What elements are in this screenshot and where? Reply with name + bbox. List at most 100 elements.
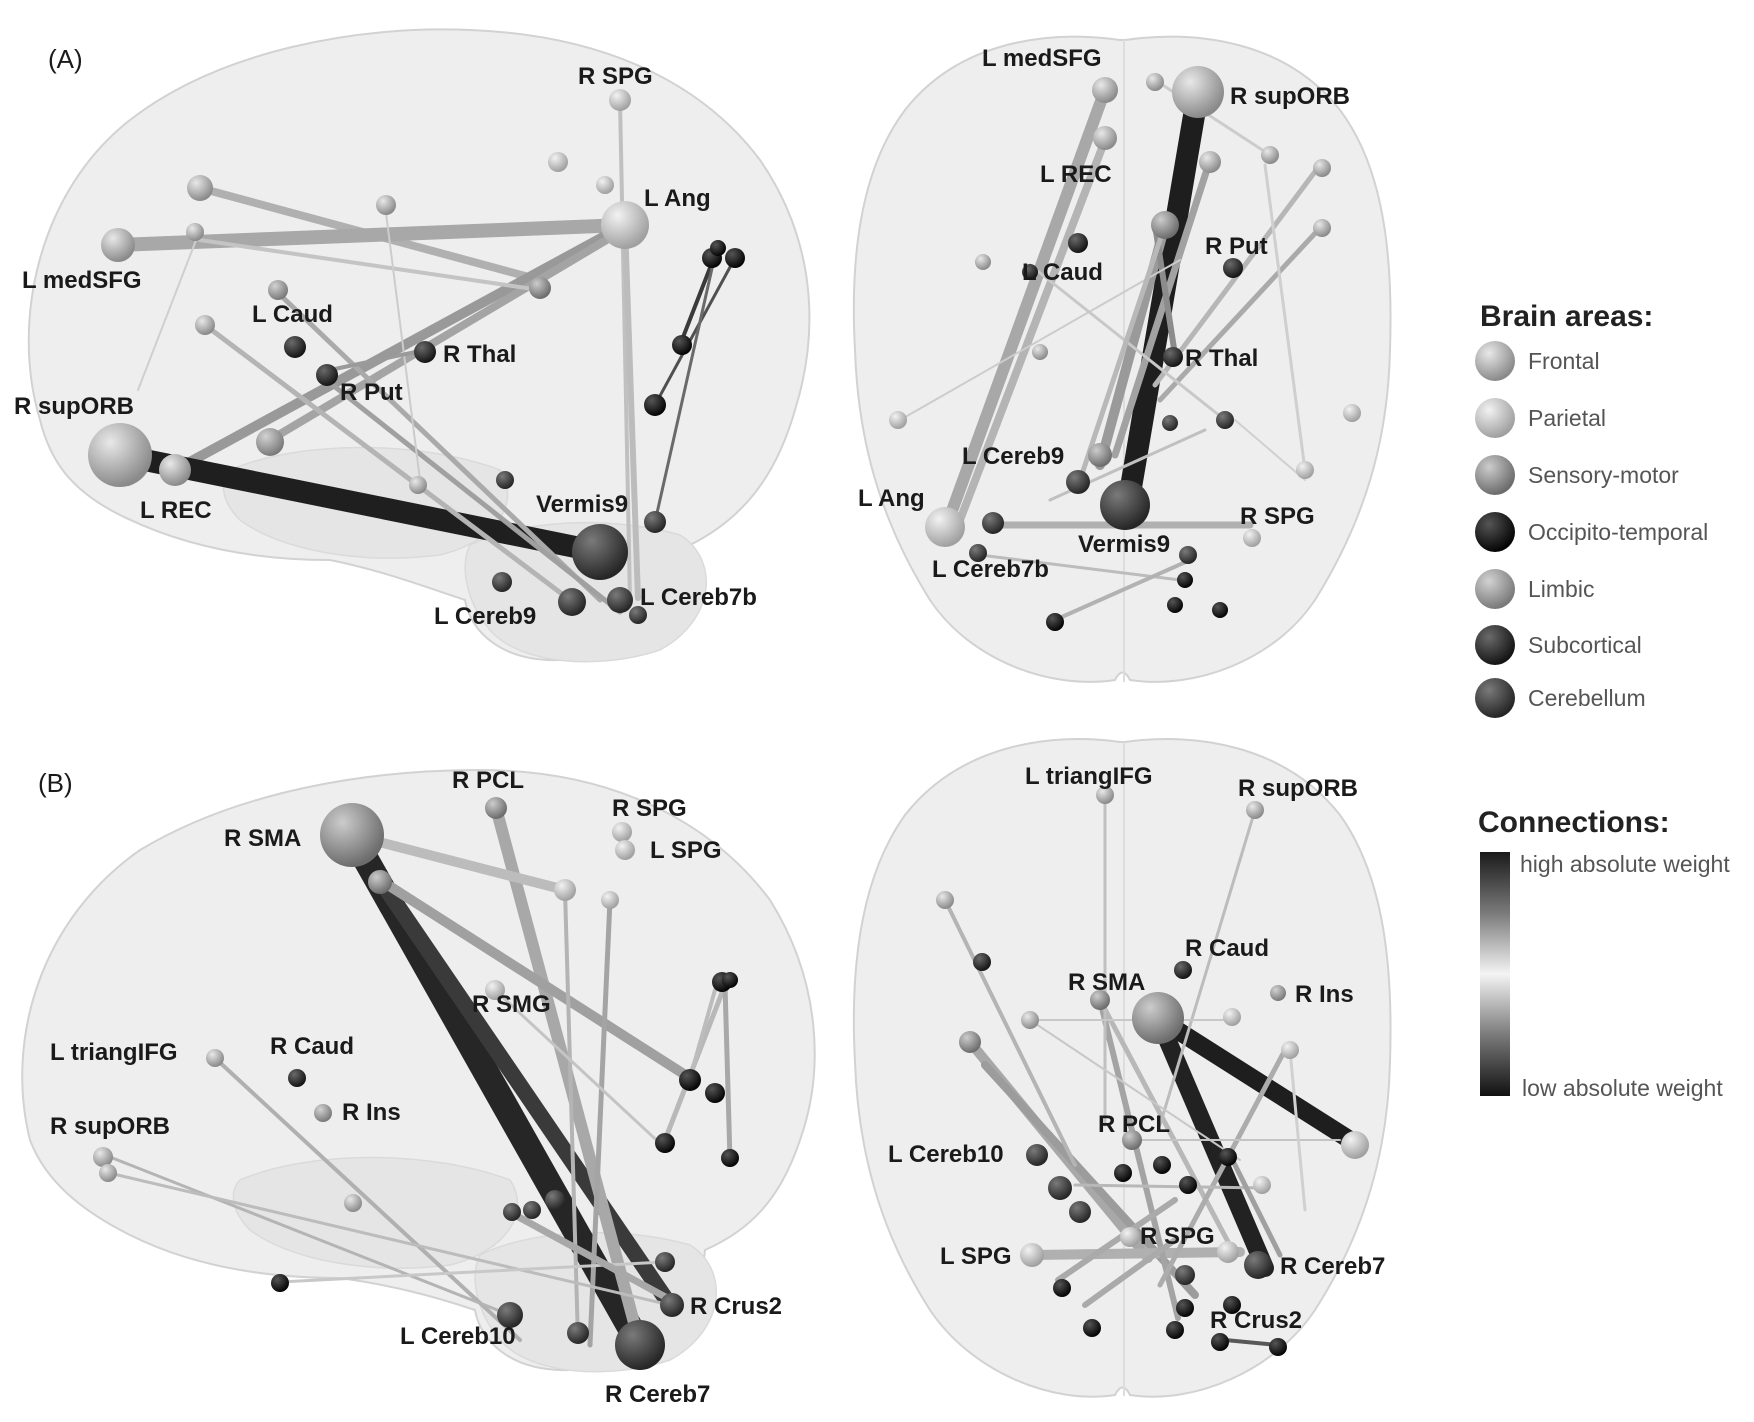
node-occipito-temporal bbox=[672, 335, 692, 355]
node-cerebellum bbox=[655, 1252, 675, 1272]
node-occipito-temporal bbox=[722, 972, 738, 988]
connection-line bbox=[1234, 419, 1306, 481]
connection-line bbox=[587, 897, 613, 1348]
node-label: R Crus2 bbox=[690, 1293, 782, 1320]
connection-line bbox=[1073, 1183, 1267, 1190]
node-r-ins bbox=[314, 1104, 332, 1122]
connection-line bbox=[1077, 222, 1168, 483]
node-label: L SPG bbox=[940, 1243, 1012, 1270]
node-label: R Caud bbox=[270, 1033, 354, 1060]
node-label: L Cereb10 bbox=[400, 1323, 516, 1350]
legend-item-label: Parietal bbox=[1528, 405, 1606, 431]
node-subcortical bbox=[1068, 233, 1088, 253]
connection-line bbox=[622, 222, 641, 601]
node-l-spg bbox=[1020, 1243, 1044, 1267]
node-label: L Cereb9 bbox=[434, 603, 536, 630]
node-label: R Cereb7 bbox=[605, 1381, 710, 1408]
node-label: Vermis9 bbox=[1078, 531, 1170, 558]
node-frontal bbox=[1199, 151, 1221, 173]
node-cerebellum bbox=[523, 1201, 541, 1219]
node-r-ins bbox=[1270, 985, 1286, 1001]
node-frontal bbox=[376, 195, 396, 215]
node-sensory-motor bbox=[368, 870, 392, 894]
node-cerebellum bbox=[496, 471, 514, 489]
node-r-smg bbox=[485, 980, 505, 1000]
node-label: L triangIFG bbox=[50, 1039, 178, 1066]
node-cerebellum bbox=[982, 512, 1004, 534]
connection-line bbox=[347, 830, 570, 895]
node-label: L medSFG bbox=[22, 267, 142, 294]
labels-axial-b: L triangIFG R supORB R Caud R SMA R Ins … bbox=[888, 763, 1385, 1334]
connection-line bbox=[1157, 1047, 1288, 1288]
node-r-pcl bbox=[485, 797, 507, 819]
node-r-spg bbox=[1120, 1227, 1140, 1247]
connection-line bbox=[722, 982, 733, 1163]
connection-line bbox=[511, 1211, 684, 1309]
node-r-sma-left bbox=[1090, 990, 1110, 1010]
node-label: L Caud bbox=[252, 301, 333, 328]
legend-item-label: Subcortical bbox=[1528, 632, 1642, 658]
node-r-pcl bbox=[1122, 1130, 1142, 1150]
connection-line bbox=[943, 898, 1077, 1167]
connection-line bbox=[1029, 1019, 1241, 1161]
node-label: R Thal bbox=[1185, 345, 1258, 372]
panel-a: (A) bbox=[14, 28, 1392, 683]
node-r-spg bbox=[609, 89, 631, 111]
node-vermis9 bbox=[1100, 480, 1150, 530]
legend-item-frontal: Frontal bbox=[1475, 341, 1600, 381]
node-label: R SPG bbox=[1140, 1223, 1215, 1250]
node-label: Vermis9 bbox=[536, 491, 628, 518]
node-l-triangifg bbox=[206, 1049, 224, 1067]
connection-line bbox=[375, 875, 695, 1083]
connection-line bbox=[653, 253, 717, 524]
node-limbic bbox=[268, 280, 288, 300]
connection-line bbox=[1097, 997, 1238, 1258]
connection-line bbox=[490, 802, 646, 1351]
colorbar-low-label: low absolute weight bbox=[1522, 1075, 1723, 1101]
node-label: R supORB bbox=[14, 393, 134, 420]
node-label: R Ins bbox=[342, 1099, 401, 1126]
node-label: R PCL bbox=[1098, 1111, 1170, 1138]
node-parietal bbox=[1341, 1131, 1369, 1159]
connection-line bbox=[1053, 558, 1192, 622]
node-occipito-temporal bbox=[1167, 597, 1183, 613]
temporal-lobe-outline-sagittal-b bbox=[232, 1156, 519, 1269]
node-occipito-temporal bbox=[1176, 1299, 1194, 1317]
connection-line bbox=[493, 988, 667, 1150]
connection-line bbox=[1288, 1048, 1307, 1212]
node-occipito-temporal bbox=[1177, 572, 1193, 588]
panel-b-label: (B) bbox=[38, 768, 73, 798]
node-label: L Cereb7b bbox=[640, 584, 757, 611]
node-r-cereb7 bbox=[615, 1320, 665, 1370]
node-occipito-temporal bbox=[1153, 1156, 1171, 1174]
node-l-cereb7b bbox=[969, 544, 987, 562]
legend-areas-title: Brain areas: bbox=[1480, 300, 1653, 333]
node-l-triangifg bbox=[1096, 786, 1114, 804]
connections-sagittal-b bbox=[103, 802, 733, 1358]
node-parietal bbox=[1343, 404, 1361, 422]
legend-item-parietal: Parietal bbox=[1475, 398, 1606, 438]
node-r-sma bbox=[320, 803, 384, 867]
connection-line bbox=[202, 322, 573, 603]
node-sensory-motor bbox=[959, 1031, 981, 1053]
node-occipito-temporal bbox=[1179, 1176, 1197, 1194]
node-cerebellum bbox=[1069, 1201, 1091, 1223]
legend-item-label: Sensory-motor bbox=[1528, 462, 1679, 488]
node-label: R Ins bbox=[1295, 981, 1354, 1008]
node-vermis9 bbox=[572, 524, 628, 580]
panel-a-axial-view: L medSFG R supORB L REC R Put L Caud R T… bbox=[852, 35, 1392, 683]
node-occipito-temporal bbox=[721, 1149, 739, 1167]
node-label: R Put bbox=[340, 379, 403, 406]
node-frontal bbox=[344, 1194, 362, 1212]
node-r-suporb bbox=[93, 1147, 113, 1167]
node-frontal bbox=[195, 315, 215, 335]
connection-line bbox=[317, 372, 623, 615]
legend-item-occipito-temporal: Occipito-temporal bbox=[1475, 512, 1708, 552]
connection-line bbox=[1157, 225, 1323, 403]
node-occipito-temporal bbox=[1269, 1338, 1287, 1356]
node-label: R supORB bbox=[1230, 83, 1350, 110]
node-label: L REC bbox=[140, 497, 212, 524]
parietal-swatch bbox=[1475, 398, 1515, 438]
node-occipito-temporal bbox=[1212, 602, 1228, 618]
connection-line bbox=[1263, 163, 1307, 472]
